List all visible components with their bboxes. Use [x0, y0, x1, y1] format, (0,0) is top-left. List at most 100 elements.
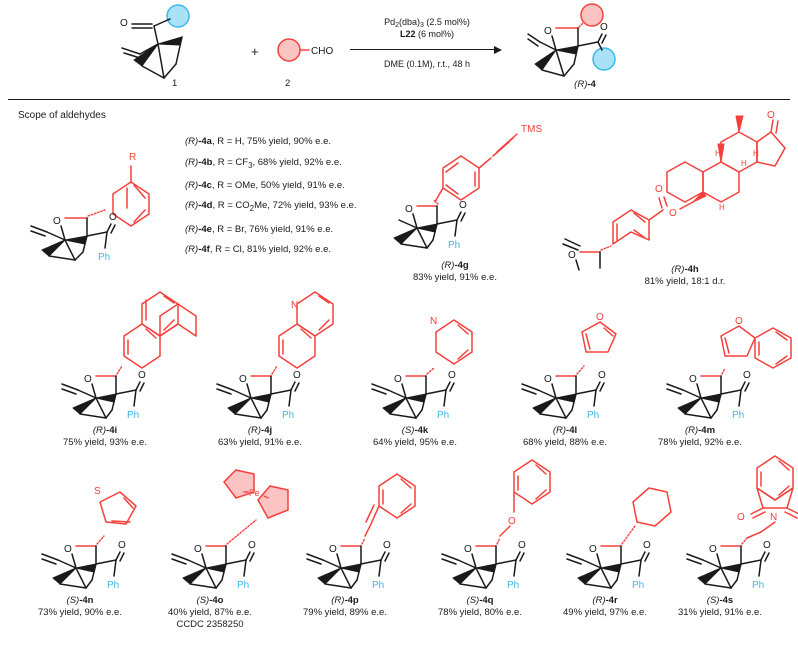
atom-label-O-oxetane: O: [689, 374, 697, 385]
atom-label-O-ketone: O: [448, 370, 456, 381]
compound-id: -4n: [79, 595, 94, 606]
catalyst-loading: (2.5 mol%): [423, 17, 470, 27]
product-card-4o: Fe O O Ph (S)-4o 40%: [150, 469, 300, 631]
plus-sign: +: [251, 44, 259, 59]
compound-id: -4l: [566, 425, 578, 436]
structure-4m: O O O Ph: [666, 316, 792, 421]
config-label: (R): [185, 200, 199, 212]
product-card-4j: N O O Ph (R)-4j 63% yield, 91% e.e: [195, 291, 345, 449]
atom-label-O-oxetane: O: [239, 374, 247, 385]
caption-4h: (R)-4h 81% yield, 18:1 d.r.: [605, 264, 765, 288]
structure-4j: N O O Ph: [216, 291, 334, 421]
label-product-4: (R)-4: [540, 79, 630, 91]
structure-4i: O O Ph: [61, 291, 197, 421]
atom-label-O-ketone: O: [383, 540, 391, 551]
caption-4l: (R)-4l 68% yield, 88% e.e.: [495, 425, 635, 449]
caption-4k: (S)-4k 64% yield, 95% e.e.: [345, 425, 485, 449]
compound-result: , R = Br, 76% yield, 91% e.e.: [211, 223, 334, 235]
atom-label-Ph: Ph: [107, 580, 119, 591]
list-item-4e: (R)-4e, R = Br, 76% yield, 91% e.e.: [185, 220, 357, 241]
compound-id: -4h: [684, 264, 699, 275]
caption-4s: (S)-4s 31% yield, 91% e.e.: [650, 595, 790, 619]
config-label: (R): [331, 595, 345, 606]
caption-4p: (R)-4p 79% yield, 89% e.e.: [275, 595, 415, 619]
atom-label-O-ketone: O: [518, 540, 526, 551]
atom-label-O-oxetane: O: [194, 544, 202, 555]
compound-id: -4a: [198, 136, 212, 147]
list-item-4a: (R)-4a, R = H, 75% yield, 90% e.e.: [185, 132, 357, 153]
label-substrate-1: 1: [172, 78, 178, 89]
product-card-4h: O O O: [545, 110, 795, 288]
config-label: (R): [592, 595, 606, 606]
atom-label-O-ketone: O: [138, 370, 146, 381]
atom-label-O-oxetane: O: [464, 544, 472, 555]
product-number: -4: [587, 79, 596, 90]
config-R: (R): [574, 79, 588, 90]
atom-label-O-ketone: O: [248, 540, 256, 551]
atom-label-N-quinoline: N: [291, 300, 298, 311]
atom-label-H-steroid: H: [719, 203, 725, 212]
atom-label-O-ketone: O: [743, 370, 751, 381]
product-card-4n: S O O Ph (S)-4n 73% yield, 90% e.e: [20, 470, 160, 619]
compound-result: , R = CF3, 68% yield, 92% e.e.: [212, 156, 342, 170]
list-item-4f: (R)-4f, R = Cl, 81% yield, 92% e.e.: [185, 240, 357, 261]
atom-label-O-ketone: O: [109, 212, 117, 223]
compound-id: -4j: [261, 425, 273, 436]
product-card-4k: N O O Ph (S)-4k 64% yield, 95% e.e: [350, 300, 500, 449]
compound-name-4q: (S)-4q: [410, 595, 550, 607]
atom-label-O: O: [120, 18, 128, 29]
structure-aldehyde-2: CHO: [277, 38, 333, 62]
compound-name-4g: (R)-4g: [395, 260, 515, 272]
compound-name-4o: (S)-4o: [140, 595, 280, 607]
atom-label-Ph: Ph: [587, 410, 599, 421]
compound-name-4r: (R)-4r: [535, 595, 675, 607]
atom-label-Ph: Ph: [282, 410, 294, 421]
atom-label-O-ester-carbonyl: O: [655, 184, 663, 195]
config-label: (R): [185, 156, 199, 168]
compound-id: -4p: [344, 595, 359, 606]
atom-label-H-steroid: H: [741, 159, 747, 168]
compound-name-4n: (S)-4n: [10, 595, 150, 607]
caption-4i: (R)-4i 75% yield, 93% e.e.: [35, 425, 175, 449]
config-label: (R): [185, 244, 199, 256]
product-card-4p: O O Ph (R)-4p 79% yield, 89% e.e.: [285, 470, 435, 619]
compound-id: -4d: [198, 200, 213, 212]
label-TMS: TMS: [521, 124, 542, 135]
atom-label-CHO: CHO: [311, 46, 333, 57]
compound-id: -4s: [719, 595, 734, 606]
config-label: (R): [92, 425, 107, 436]
compound-result-4r: 49% yield, 97% e.e.: [563, 607, 647, 618]
horizontal-rule: [8, 99, 790, 100]
compound-name-4s: (S)-4s: [650, 595, 790, 607]
compound-name-4l: (R)-4l: [495, 425, 635, 437]
compound-result-4g: 83% yield, 91% e.e.: [413, 272, 497, 283]
atom-label-O-oxetane: O: [53, 216, 61, 227]
compound-id: -4i: [106, 425, 118, 436]
atom-label-O-benzofuran: O: [735, 316, 743, 327]
ligand-name: L22: [399, 29, 416, 39]
atom-label-S-thiophene: S: [94, 486, 101, 497]
structure-4q: O O O Ph: [441, 459, 551, 591]
catalyst-pd: Pd: [384, 17, 396, 27]
compound-result-4q: 78% yield, 80% e.e.: [438, 607, 522, 618]
config-label: (R): [684, 425, 699, 436]
compound-id: -4q: [479, 595, 494, 606]
atom-label-N-imide: N: [770, 512, 777, 523]
red-group-circle-product: [580, 3, 604, 27]
compound-result-4s: 31% yield, 91% e.e.: [678, 607, 762, 618]
config-label: (R): [185, 179, 199, 191]
atom-label-O-oxetane: O: [589, 544, 597, 555]
caption-4g: (R)-4g 83% yield, 91% e.e.: [395, 260, 515, 284]
reaction-scheme: O 1 + CHO 2: [0, 0, 798, 100]
caption-4r: (R)-4r 49% yield, 97% e.e.: [535, 595, 675, 619]
atom-label-O-ester: O: [669, 208, 677, 219]
conditions-catalyst: Pd2(dba)3 (2.5 mol%): [352, 16, 502, 32]
atom-label-O-imide-1: O: [737, 512, 745, 523]
compound-name-4p: (R)-4p: [275, 595, 415, 607]
atom-label-O-oxetane: O: [544, 26, 552, 37]
blue-group-circle-product: [592, 47, 616, 71]
structure-4n: S O O Ph: [41, 486, 137, 591]
structure-4l: O O O Ph: [521, 312, 617, 421]
compound-result-4l: 68% yield, 88% e.e.: [523, 437, 607, 448]
